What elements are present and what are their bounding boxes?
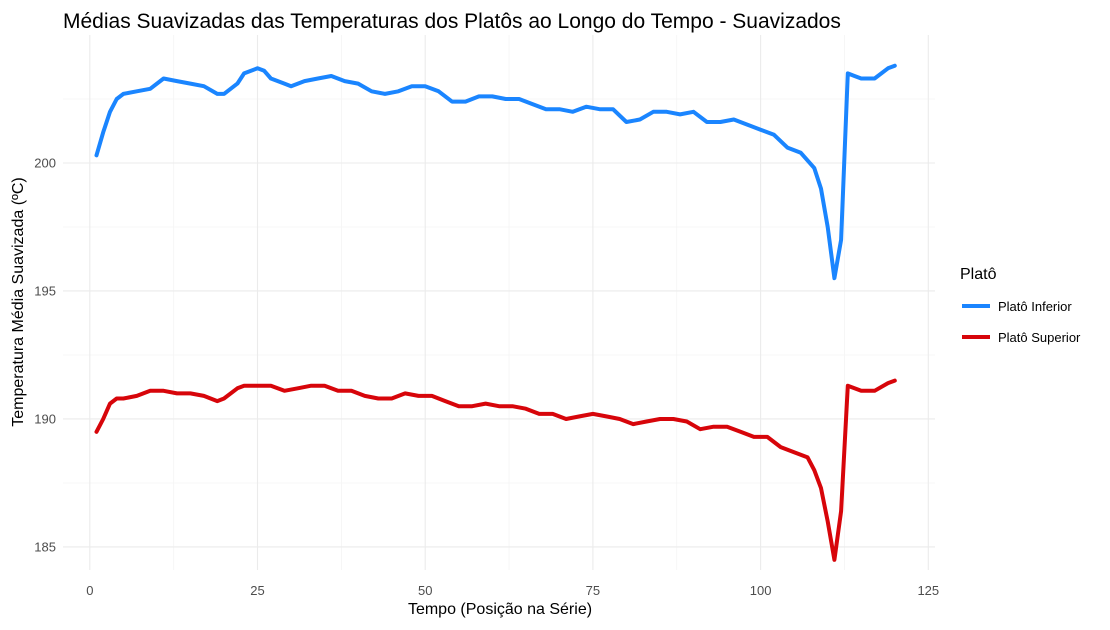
x-tick-label: 125 <box>917 583 939 598</box>
y-tick-label: 185 <box>34 539 56 554</box>
grid <box>63 35 935 570</box>
legend-title: Platô <box>960 266 997 283</box>
legend-label-plato-inferior: Platô Inferior <box>998 299 1072 314</box>
y-tick-label: 200 <box>34 155 56 170</box>
legend: Platô Platô Inferior Platô Superior <box>960 266 1081 345</box>
series-line-plato-inferior <box>94 63 897 281</box>
x-tick-label: 50 <box>418 583 432 598</box>
y-tick-label: 195 <box>34 283 56 298</box>
x-tick-label: 75 <box>586 583 600 598</box>
series-layer <box>94 63 897 562</box>
y-axis-ticks: 185 190 195 200 <box>34 155 56 554</box>
chart-title: Médias Suavizadas das Temperaturas dos P… <box>63 10 841 33</box>
x-tick-label: 25 <box>250 583 264 598</box>
legend-label-plato-superior: Platô Superior <box>998 330 1081 345</box>
series-line-plato-superior <box>94 378 897 562</box>
x-axis-ticks: 0 25 50 75 100 125 <box>86 583 939 598</box>
y-axis-title: Temperatura Média Suavizada (ºC) <box>10 177 27 427</box>
x-axis-title: Tempo (Posição na Série) <box>408 601 592 618</box>
x-tick-label: 100 <box>750 583 772 598</box>
y-tick-label: 190 <box>34 411 56 426</box>
legend-items: Platô Inferior Platô Superior <box>962 299 1081 345</box>
x-tick-label: 0 <box>86 583 93 598</box>
